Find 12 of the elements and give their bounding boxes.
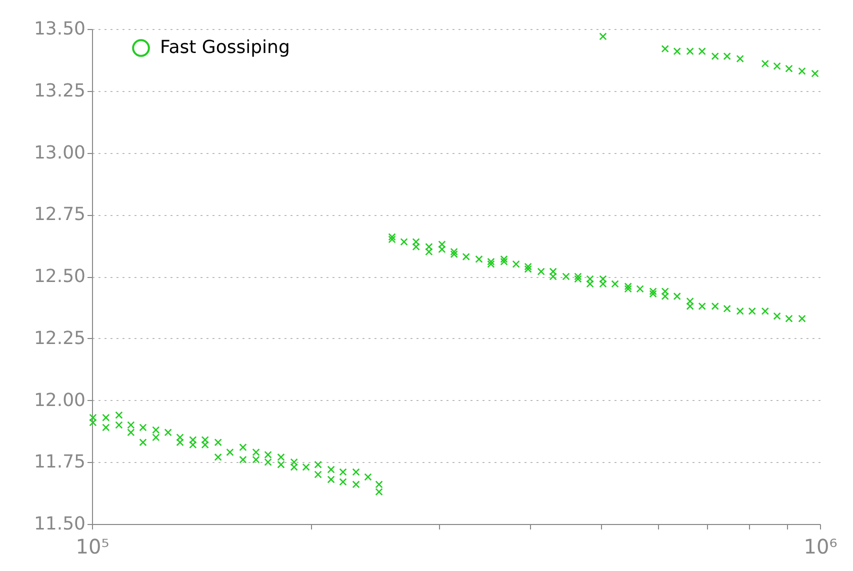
y-tick-label: 12.50 [34,266,86,287]
x-tick-label: 10⁶ [804,534,838,558]
y-tick-label: 11.50 [34,514,86,534]
y-tick-label: 12.00 [34,390,86,411]
y-tick-label: 13.00 [34,142,86,164]
y-tick-label: 12.25 [34,328,86,349]
legend-label: Fast Gossiping [160,37,290,58]
y-tick-label: 13.50 [34,18,86,40]
y-tick-label: 13.25 [34,80,86,102]
y-tick-label: 12.75 [34,204,86,226]
y-tick-label: 11.75 [34,452,86,473]
x-tick-label: 10⁵ [76,534,110,558]
